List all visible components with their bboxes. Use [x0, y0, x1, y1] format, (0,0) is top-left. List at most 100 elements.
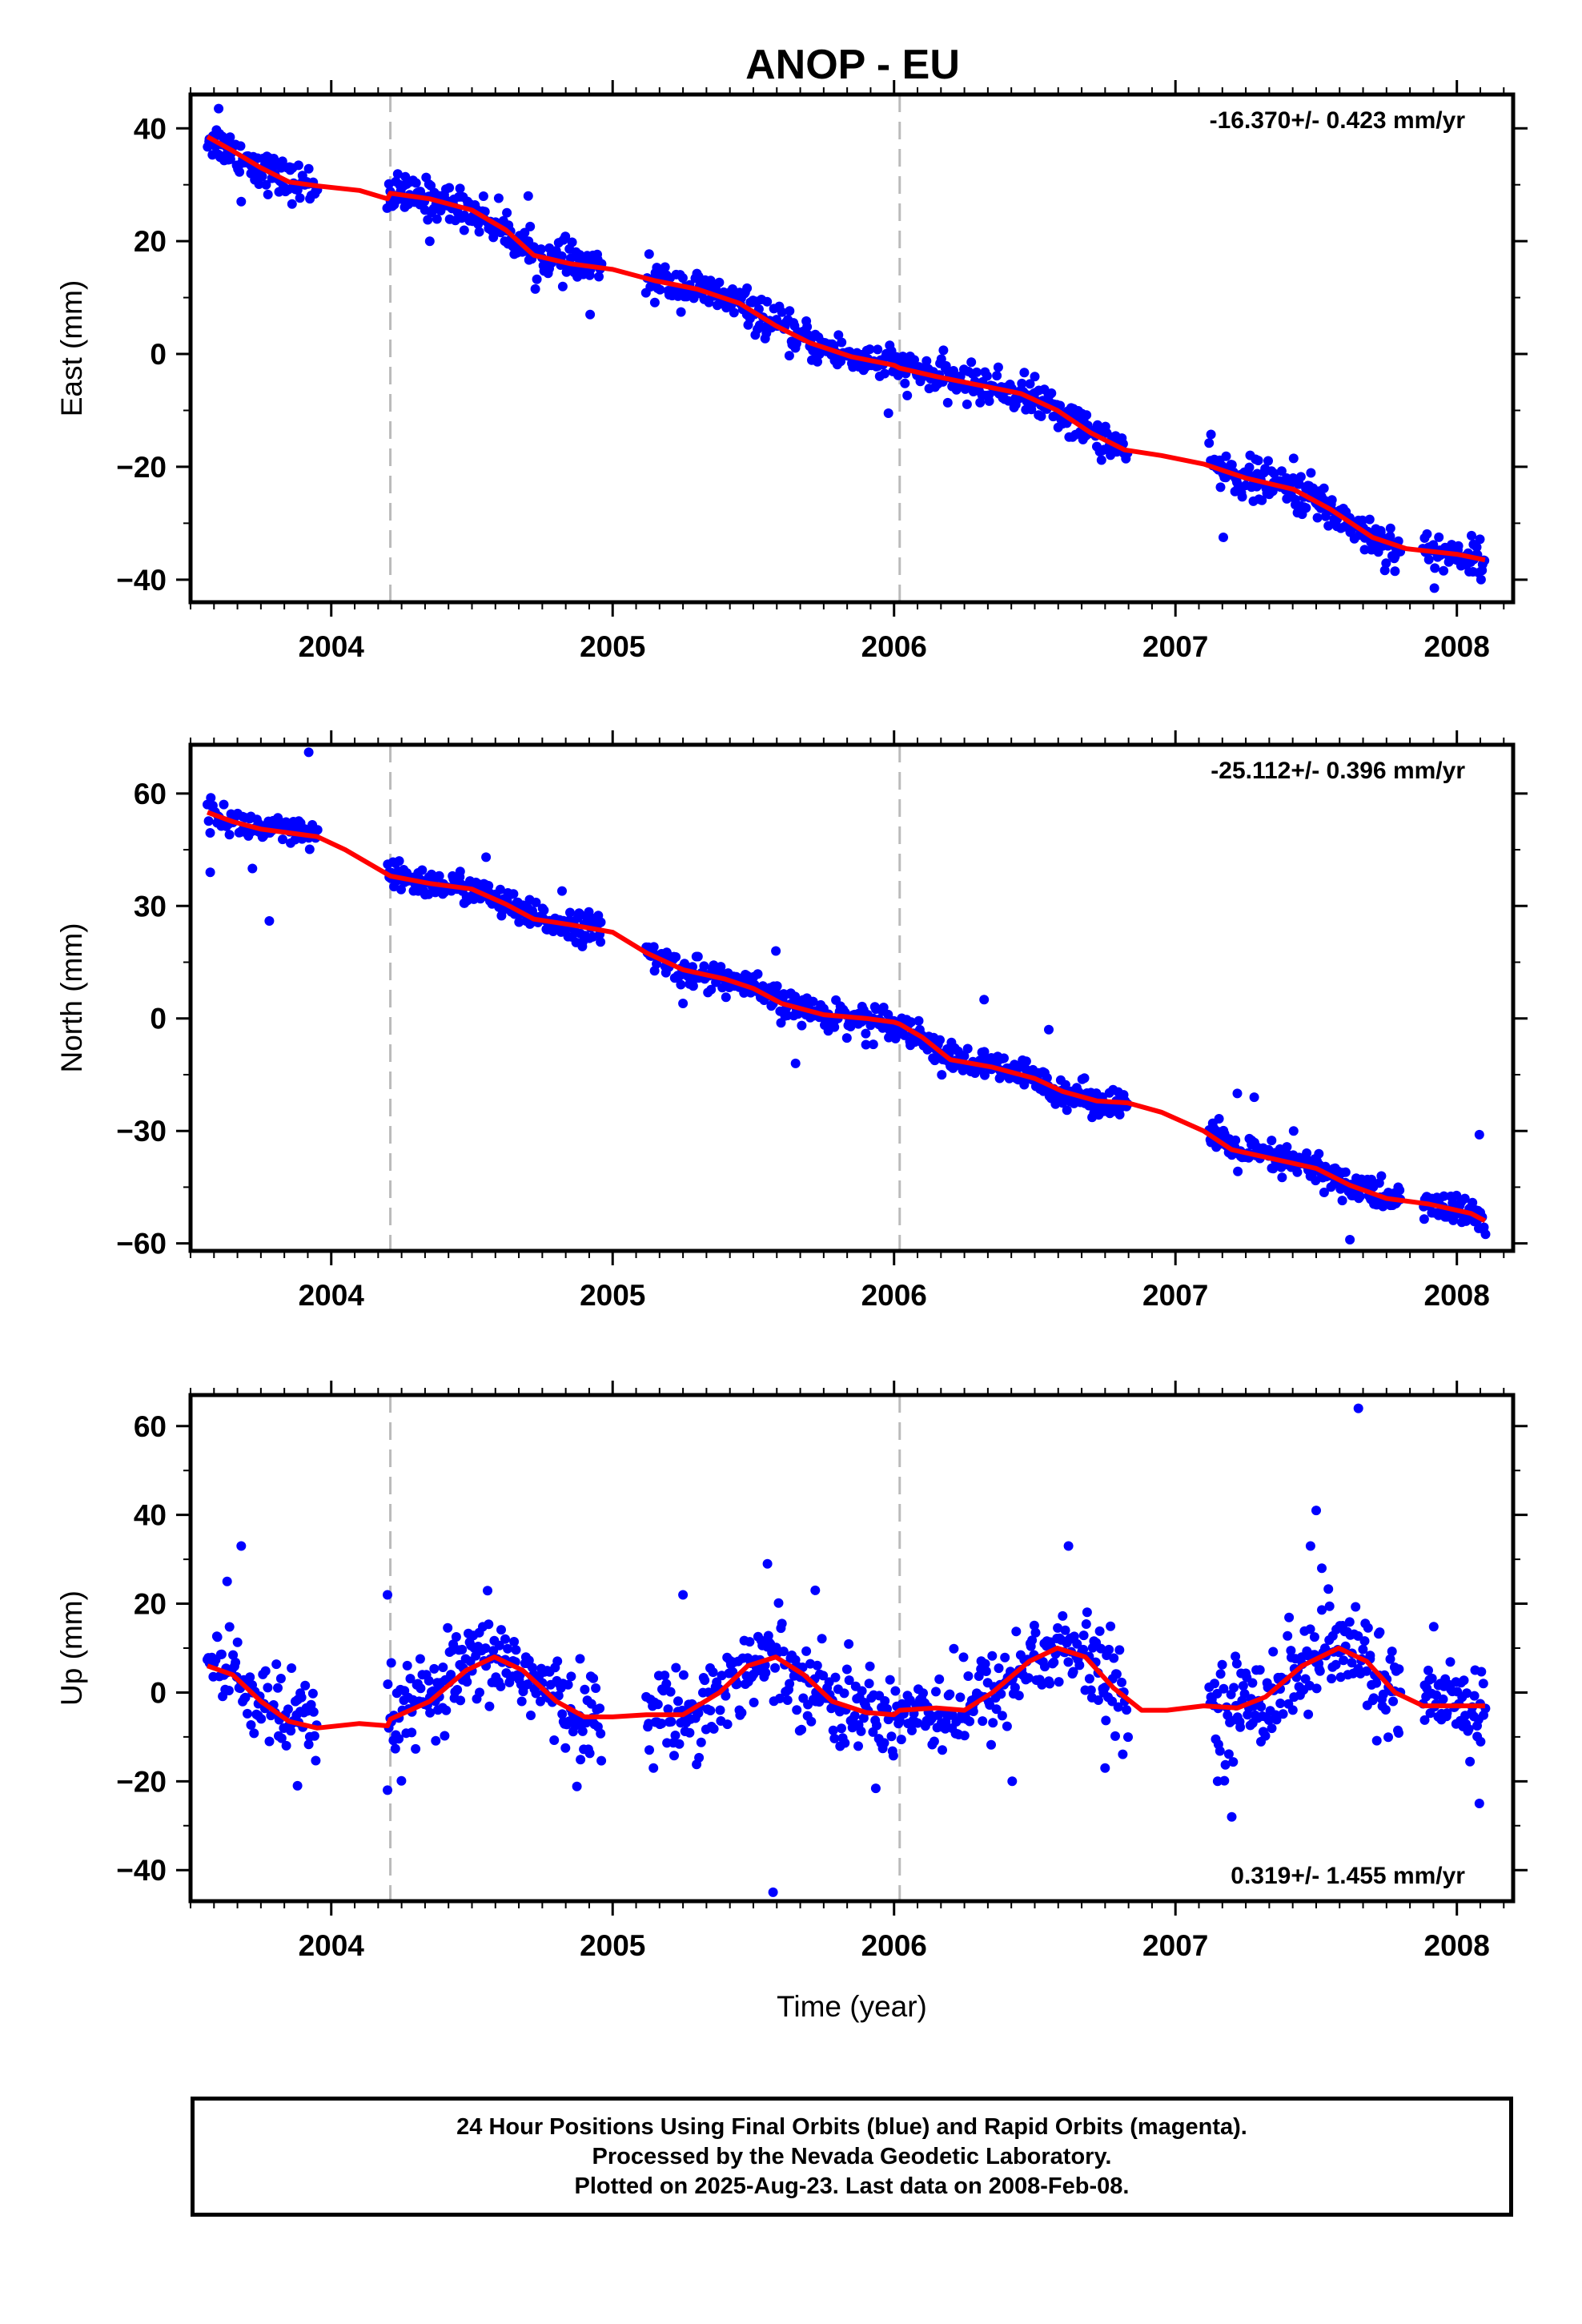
- data-point: [963, 1671, 974, 1681]
- data-point: [694, 1752, 705, 1763]
- data-point: [1219, 1683, 1229, 1694]
- data-point: [264, 1736, 275, 1747]
- data-point: [676, 307, 686, 317]
- data-point: [785, 1679, 795, 1689]
- data-point: [1381, 558, 1391, 569]
- data-point: [696, 1737, 706, 1747]
- x-tick-label: 2006: [861, 630, 927, 663]
- data-point: [685, 1727, 695, 1738]
- data-point: [857, 1686, 867, 1696]
- data-point: [560, 231, 571, 242]
- data-point: [936, 354, 946, 364]
- data-point: [808, 996, 818, 1007]
- data-point: [975, 397, 986, 408]
- data-point: [1390, 566, 1400, 577]
- data-point: [1379, 565, 1390, 576]
- data-point: [567, 237, 577, 247]
- data-point: [873, 344, 883, 355]
- data-point: [1311, 1683, 1322, 1694]
- data-point: [1314, 1148, 1324, 1159]
- data-point: [1365, 1651, 1375, 1661]
- data-point: [205, 828, 215, 838]
- data-point: [1019, 1080, 1030, 1090]
- data-point: [1287, 1705, 1298, 1715]
- data-point: [778, 1647, 789, 1657]
- data-point: [994, 1663, 1004, 1674]
- data-point: [576, 1755, 586, 1765]
- x-tick-label: 2006: [861, 1929, 927, 1962]
- data-point: [810, 1585, 821, 1595]
- data-point: [1294, 479, 1304, 489]
- data-point: [934, 1674, 945, 1684]
- data-point: [303, 163, 314, 174]
- data-point: [777, 307, 787, 317]
- data-point: [721, 1691, 731, 1701]
- data-point: [425, 1707, 436, 1718]
- data-point: [992, 371, 1002, 381]
- data-point: [1030, 1627, 1041, 1638]
- y-tick-label: −20: [116, 451, 167, 484]
- x-tick-label: 2004: [299, 1929, 365, 1962]
- data-point: [1014, 1691, 1024, 1701]
- data-point: [240, 1692, 251, 1703]
- data-point: [1434, 532, 1444, 542]
- data-point: [1476, 574, 1486, 585]
- data-point: [392, 169, 403, 179]
- data-point: [709, 1723, 719, 1734]
- data-point: [1111, 1669, 1122, 1679]
- data-point: [670, 1731, 681, 1740]
- data-point: [423, 215, 433, 225]
- data-point: [235, 141, 246, 151]
- data-point: [938, 1745, 947, 1755]
- data-point: [1257, 495, 1267, 505]
- y-tick-label: −30: [116, 1115, 167, 1148]
- data-point: [407, 1727, 417, 1738]
- data-point: [459, 225, 469, 235]
- east-panel: 2004 2005 2006 2007 2008 −40 −20 0 20 40 East (mm)…: [55, 80, 1528, 663]
- north-points: [203, 747, 1491, 1244]
- y-tick-label: −20: [116, 1765, 167, 1798]
- data-point: [1460, 1193, 1470, 1204]
- data-point: [483, 1586, 492, 1596]
- data-point: [708, 1667, 718, 1678]
- data-point: [566, 1671, 576, 1682]
- data-point: [1480, 1229, 1491, 1240]
- data-point: [861, 1039, 871, 1050]
- data-point: [1315, 1666, 1325, 1676]
- data-point: [806, 1716, 817, 1727]
- data-point: [888, 1751, 898, 1761]
- data-point: [721, 992, 731, 1003]
- data-point: [411, 178, 421, 188]
- data-point: [205, 867, 215, 878]
- data-point: [865, 1661, 875, 1671]
- data-point: [1247, 1678, 1258, 1688]
- data-point: [742, 283, 753, 293]
- data-point: [699, 961, 709, 971]
- data-point: [1367, 1174, 1376, 1184]
- data-point: [232, 1637, 243, 1647]
- data-point: [1268, 1647, 1279, 1657]
- data-point: [1478, 1679, 1488, 1689]
- data-point: [886, 1731, 897, 1742]
- data-point: [596, 937, 606, 947]
- x-tick-label: 2007: [1142, 1279, 1208, 1312]
- data-point: [980, 1070, 990, 1080]
- data-point: [959, 1731, 970, 1741]
- data-point: [296, 1692, 307, 1703]
- north-frame: [188, 742, 1516, 1253]
- data-point: [931, 1687, 941, 1697]
- data-point: [771, 946, 781, 956]
- data-point: [549, 1735, 560, 1745]
- data-point: [273, 1683, 283, 1693]
- data-point: [591, 1683, 601, 1693]
- data-point: [1337, 1196, 1347, 1206]
- data-point: [704, 297, 714, 308]
- data-point: [256, 1714, 267, 1724]
- data-point: [671, 1663, 681, 1673]
- data-point: [1474, 1799, 1484, 1808]
- x-tick-label: 2005: [580, 1929, 645, 1962]
- y-tick-label: −60: [116, 1228, 167, 1261]
- data-point: [906, 1017, 917, 1027]
- data-point: [1215, 1746, 1225, 1756]
- data-point: [1117, 1677, 1126, 1687]
